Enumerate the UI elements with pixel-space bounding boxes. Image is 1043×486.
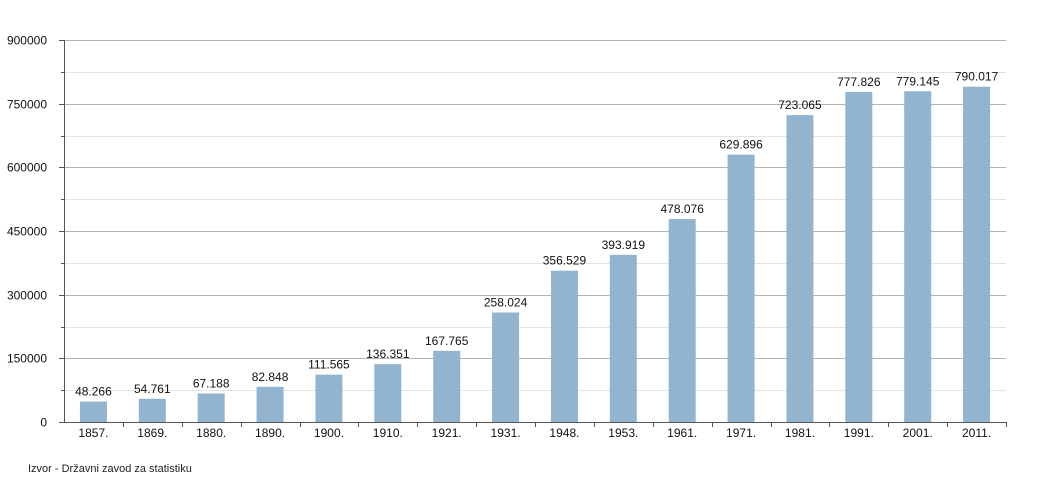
x-tick-label: 1948. [549, 426, 579, 440]
data-label: 478.076 [660, 202, 704, 216]
bar [609, 254, 637, 422]
bars [79, 86, 991, 423]
data-label: 723.065 [778, 98, 822, 112]
bar [668, 219, 696, 422]
axes [59, 40, 1007, 427]
source-note: Izvor - Državni zavod za statistiku [28, 463, 192, 475]
x-tick-label: 1931. [491, 426, 521, 440]
x-tick-label: 1890. [255, 426, 285, 440]
data-label: 356.529 [543, 254, 587, 268]
data-label: 67.188 [193, 376, 230, 390]
bar [786, 115, 814, 423]
data-label: 54.761 [134, 382, 171, 396]
data-label: 629.896 [719, 138, 763, 152]
data-label: 136.351 [366, 347, 410, 361]
x-tick-label: 1971. [726, 426, 756, 440]
x-tick-label: 1857. [78, 426, 108, 440]
x-tick-label: 1953. [608, 426, 638, 440]
x-tick-label: 1910. [373, 426, 403, 440]
data-label: 82.848 [252, 370, 289, 384]
labels: 0 150000 300000 450000 600000 750000 900000 48.… [7, 34, 999, 441]
x-tick-label: 2001. [903, 426, 933, 440]
y-tick-label: 900000 [7, 34, 47, 48]
data-label: 777.826 [837, 75, 881, 89]
y-tick-label: 0 [40, 416, 47, 430]
y-tick-label: 150000 [7, 352, 47, 366]
y-tick-label: 450000 [7, 225, 47, 239]
x-tick-label: 1961. [667, 426, 697, 440]
bar [197, 393, 225, 422]
x-tick-label: 1900. [314, 426, 344, 440]
data-label: 393.919 [602, 238, 646, 252]
data-label: 258.024 [484, 295, 528, 309]
bar [433, 350, 461, 422]
bar [79, 401, 107, 422]
x-tick-label: 1921. [432, 426, 462, 440]
bar [315, 374, 343, 422]
y-tick-label: 600000 [7, 161, 47, 175]
bar [963, 86, 991, 422]
data-label: 111.565 [308, 358, 350, 372]
bar [374, 364, 402, 422]
y-tick-label: 300000 [7, 289, 47, 303]
x-tick-label: 1991. [844, 426, 874, 440]
bar [550, 270, 578, 422]
x-tick-label: 2011. [962, 426, 991, 440]
y-tick-label: 750000 [7, 98, 47, 112]
bar [138, 398, 166, 422]
bar [727, 154, 755, 422]
data-label: 48.266 [75, 385, 112, 399]
bar [256, 386, 284, 422]
bar [492, 312, 520, 422]
data-label: 779.145 [896, 74, 940, 88]
data-label: 167.765 [425, 334, 469, 348]
x-tick-label: 1981. [785, 426, 815, 440]
x-tick-label: 1880. [196, 426, 226, 440]
bar [904, 91, 932, 422]
bar [845, 91, 873, 422]
x-tick-label: 1869. [137, 426, 167, 440]
data-label: 790.017 [955, 70, 999, 84]
